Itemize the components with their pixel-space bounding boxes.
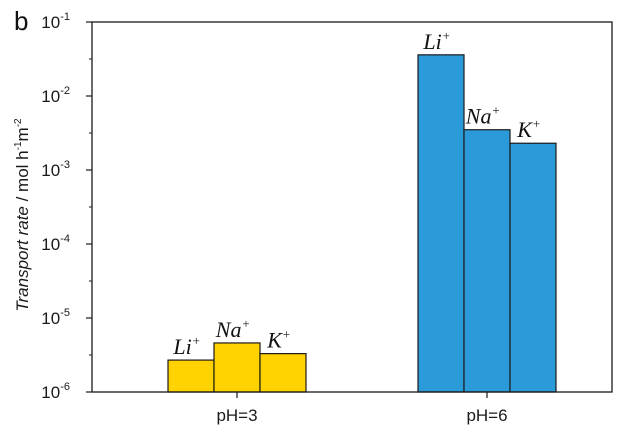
bar-ph6-na [463,129,511,393]
y-tick-label: 10-5 [41,307,70,328]
y-tick-label: 10-6 [41,381,70,402]
bar-label-li: Li+ [422,28,450,54]
bar-ph6-k [509,142,557,393]
bar-ph6-li [417,54,465,393]
y-axis-label-sup2: -2 [13,118,24,127]
y-axis-label: Transport rate / mol h-1m-2 [13,118,32,312]
y-tick-label: 10-3 [41,159,70,180]
y-tick-label: 10-4 [41,233,70,254]
panel-label: b [14,6,28,36]
bar-label-li: Li+ [172,333,200,359]
y-tick-label: 10-2 [41,85,70,106]
bar-ph3-li [167,359,215,393]
ticks-layer: pH=3 pH=6 10-6 10-5 10-4 10-3 10-2 10-1 [41,11,507,425]
y-axis-label-rest: / mol h [13,150,32,206]
y-axis-label-mid: m [13,127,32,141]
bar-label-k: K+ [266,327,290,353]
y-axis-label-italic: Transport rate [13,206,32,312]
x-tick-label: pH=6 [466,406,507,425]
bar-label-k: K+ [516,116,540,142]
bar-labels-layer: Li+ Na+ K+ Li+ Na+ K+ [172,28,540,359]
bar-label-na: Na+ [215,316,250,342]
y-tick-label: 10-1 [41,11,70,32]
bar-ph3-na [213,342,261,393]
x-tick-label: pH=3 [216,406,257,425]
svg-text:Transport rate / mol h-1m-2: Transport rate / mol h-1m-2 [13,118,32,312]
bar-label-na: Na+ [465,103,500,129]
bar-ph3-k [259,353,307,393]
bars-layer [167,54,557,393]
y-axis-label-sup1: -1 [13,141,24,150]
